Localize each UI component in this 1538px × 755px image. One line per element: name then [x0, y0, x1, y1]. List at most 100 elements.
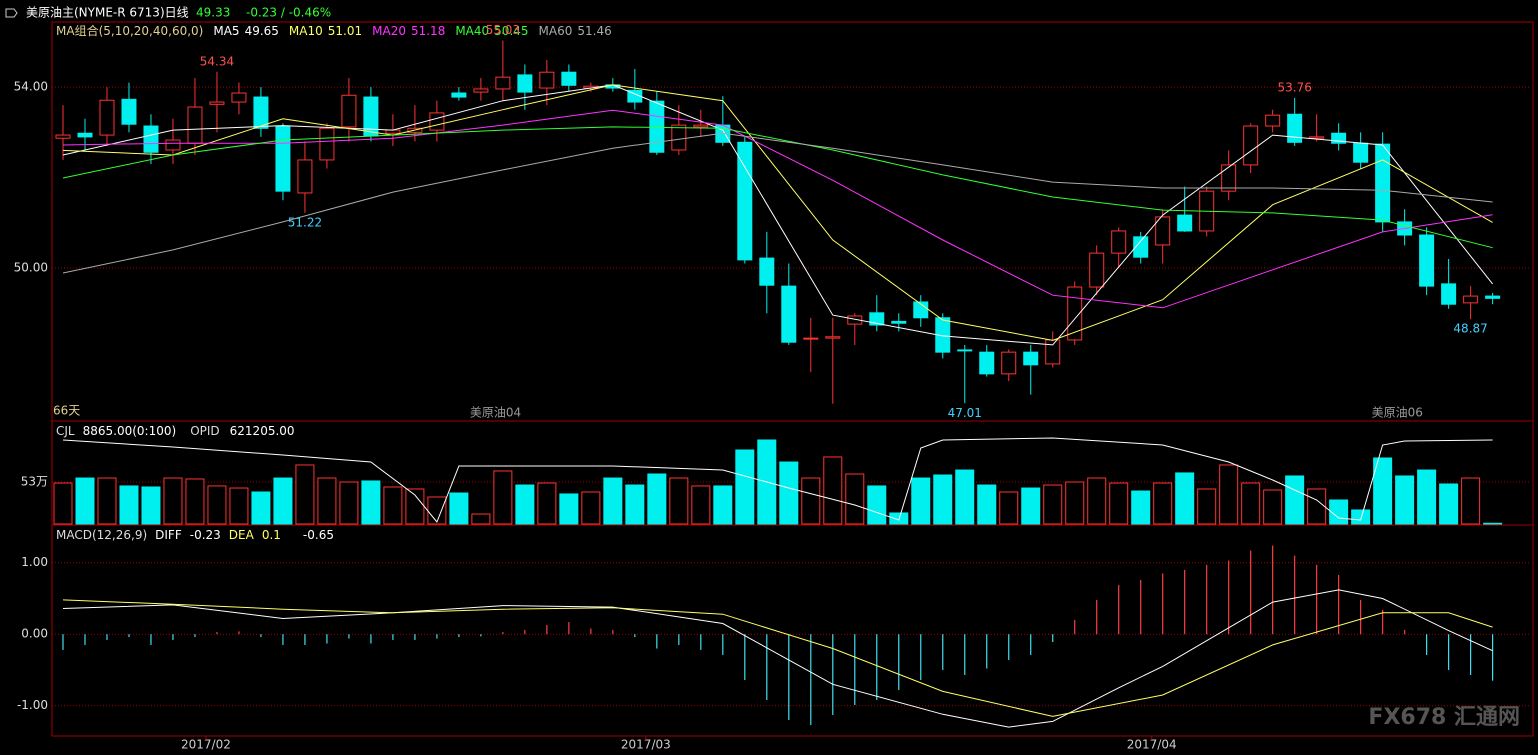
- line-ma5: [62, 84, 1493, 346]
- volume-bar: [1307, 488, 1327, 525]
- legend-value: 51.18: [411, 24, 445, 38]
- volume-bar: [141, 486, 161, 525]
- volume-bar: [427, 496, 447, 525]
- volume-bar: [1219, 464, 1239, 525]
- volume-bar: [163, 477, 183, 525]
- legend: CJL 8865.00(0:100) OPID 621205.00: [56, 424, 295, 438]
- legend-item: 621205.00: [230, 424, 295, 438]
- candle-body: [1133, 236, 1149, 258]
- candle-body: [99, 99, 115, 136]
- legend-name: MA5: [213, 24, 239, 38]
- candle-body: [825, 336, 841, 339]
- candle-body: [891, 320, 907, 324]
- volume-bar: [449, 492, 469, 525]
- period-label: 66天: [53, 404, 80, 418]
- legend: MACD(12,26,9) DIFF -0.23 DEA 0.1 -0.65: [56, 528, 334, 542]
- candle-body: [1111, 230, 1127, 254]
- legend-value: 0.1: [262, 528, 281, 542]
- contract-label: 美原油06: [1372, 406, 1423, 420]
- candle-body: [781, 285, 797, 343]
- candle-body: [539, 71, 555, 89]
- price-annotation: 54.34: [200, 54, 234, 68]
- change: -0.23 / -0.46%: [246, 6, 331, 20]
- candle-body: [1177, 214, 1193, 232]
- candle-body: [1067, 286, 1083, 341]
- volume-bar: [713, 485, 733, 525]
- line-dea: [62, 599, 1493, 717]
- volume-bar: [493, 470, 513, 525]
- candle-body: [1045, 339, 1061, 365]
- candle-body: [77, 132, 93, 138]
- legend-title: MA组合(5,10,20,40,60,0): [56, 23, 203, 38]
- volume-bar: [867, 485, 887, 525]
- volume-bar: [471, 513, 491, 525]
- volume-bar: [1263, 489, 1283, 525]
- y-tick-label: 0.00: [21, 627, 48, 641]
- candle-body: [341, 94, 357, 128]
- y-tick-label: 53万: [21, 474, 48, 488]
- volume-bar: [1197, 488, 1217, 525]
- volume-bar: [823, 456, 843, 525]
- volume-bar: [1351, 509, 1371, 525]
- legend-name: DEA: [229, 528, 255, 542]
- volume-bar: [1417, 469, 1437, 525]
- price-annotation: 55.03: [486, 23, 520, 37]
- line-ma60: [62, 132, 1493, 274]
- title: 美原油主(NYME-R 6713)日线: [26, 6, 189, 20]
- candle-body: [319, 127, 335, 161]
- volume-bar: [1373, 457, 1393, 525]
- volume-bar: [1285, 475, 1305, 525]
- candle-body: [187, 106, 203, 144]
- icon[interactable]: [5, 8, 18, 18]
- candle-body: [671, 124, 687, 151]
- volume-bar: [999, 491, 1019, 525]
- candle-body: [1089, 252, 1105, 288]
- candle-body: [803, 337, 819, 340]
- volume-bar: [603, 477, 623, 525]
- candle-body: [1353, 142, 1369, 163]
- y-tick-label: 54.00: [14, 80, 48, 94]
- candle-body: [297, 159, 313, 194]
- price: 49.33: [196, 6, 230, 20]
- volume-bar: [251, 491, 271, 525]
- volume-bar: [845, 473, 865, 525]
- volume-bar: [1131, 490, 1151, 525]
- x-tick-label: 2017/04: [1127, 738, 1177, 752]
- volume-bar: [955, 469, 975, 525]
- candle-body: [869, 312, 885, 326]
- volume-bar: [933, 474, 953, 525]
- volume-bar: [537, 482, 557, 525]
- volume-bar: [515, 484, 535, 525]
- candle-body: [1221, 164, 1237, 192]
- candle-body: [759, 257, 775, 286]
- candle-body: [473, 88, 489, 93]
- candle-body: [1265, 114, 1281, 127]
- candle-body: [1375, 143, 1391, 223]
- y-tick-label: 1.00: [21, 555, 48, 569]
- price-annotation: 48.87: [1453, 322, 1487, 336]
- volume-bar: [1109, 482, 1129, 525]
- volume-bar: [75, 477, 95, 525]
- candle-body: [1463, 295, 1479, 304]
- candle-body: [1419, 234, 1435, 287]
- candle-body: [121, 98, 137, 125]
- candle-body: [517, 74, 533, 93]
- candle-body: [1155, 216, 1171, 246]
- line-ma20: [62, 109, 1493, 309]
- price-annotation: 47.01: [948, 406, 982, 420]
- candle-body: [627, 89, 643, 103]
- legend-name: MA10: [289, 24, 323, 38]
- candle-body: [231, 92, 247, 103]
- candle-body: [649, 100, 665, 153]
- volume-bar: [207, 485, 227, 525]
- line-ma40: [62, 126, 1493, 249]
- candle-body: [1287, 113, 1303, 143]
- candle-body: [1331, 132, 1347, 144]
- volume-bar: [911, 477, 931, 525]
- candle-body: [209, 101, 225, 105]
- volume-bar: [1241, 482, 1261, 525]
- legend-name: MA60: [539, 24, 573, 38]
- volume-bar: [1087, 477, 1107, 525]
- price-annotation: 51.22: [288, 215, 322, 229]
